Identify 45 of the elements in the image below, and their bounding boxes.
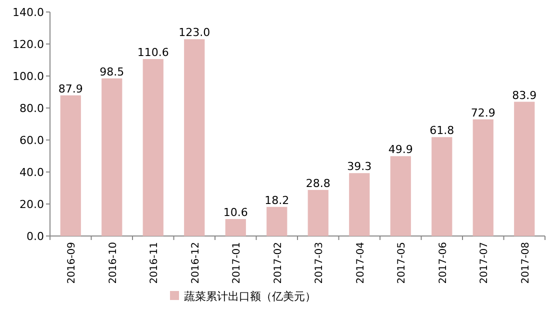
bar [142, 59, 164, 236]
x-tick-label: 2017-03 [314, 242, 326, 284]
bar [60, 95, 81, 236]
x-tick-label: 2017-02 [272, 242, 284, 284]
x-tick-label: 2016-10 [108, 242, 119, 284]
x-tick-label: 2016-12 [190, 242, 202, 284]
bar [349, 173, 370, 236]
data-label: 10.6 [223, 206, 248, 220]
x-tick-label: 2017-01 [232, 242, 243, 284]
x-tick-label: 2017-07 [479, 242, 490, 284]
legend-label: 蔬菜累计出口额（亿美元） [184, 290, 316, 303]
bar [266, 206, 288, 236]
bar [184, 39, 205, 236]
x-tick-label: 2017-05 [396, 242, 408, 284]
data-label: 39.3 [347, 160, 372, 174]
data-label: 123.0 [178, 26, 210, 40]
data-label: 72.9 [470, 106, 496, 120]
bar [102, 78, 122, 236]
bar [308, 190, 328, 236]
y-tick-label: 100.0 [12, 70, 44, 83]
data-label: 49.9 [388, 143, 413, 156]
data-label: 61.8 [430, 124, 454, 138]
y-tick-label: 60.0 [20, 134, 44, 147]
data-label: 28.8 [306, 176, 330, 190]
data-label: 83.9 [512, 88, 537, 102]
x-tick-label: 2016-11 [149, 242, 160, 284]
bar [390, 156, 411, 236]
bar [514, 102, 535, 236]
y-tick-label: 120.0 [12, 38, 44, 51]
y-tick-label: 140.0 [12, 6, 44, 19]
data-label: 98.5 [100, 65, 124, 78]
y-tick-label: 40.0 [20, 166, 44, 179]
y-tick-label: 80.0 [20, 102, 44, 115]
y-tick-label: 20.0 [20, 198, 44, 211]
data-label: 18.2 [264, 194, 290, 207]
y-tick-label: 0.0 [26, 230, 44, 243]
data-label: 110.6 [137, 46, 169, 60]
bar [225, 219, 246, 236]
bar [432, 137, 452, 236]
x-tick-label: 2017-08 [520, 242, 532, 284]
data-label: 87.9 [58, 82, 83, 96]
bar [472, 119, 494, 236]
x-tick-label: 2017-06 [438, 242, 449, 284]
x-tick-label: 2017-04 [355, 242, 366, 284]
x-tick-label: 2016-09 [66, 242, 78, 284]
